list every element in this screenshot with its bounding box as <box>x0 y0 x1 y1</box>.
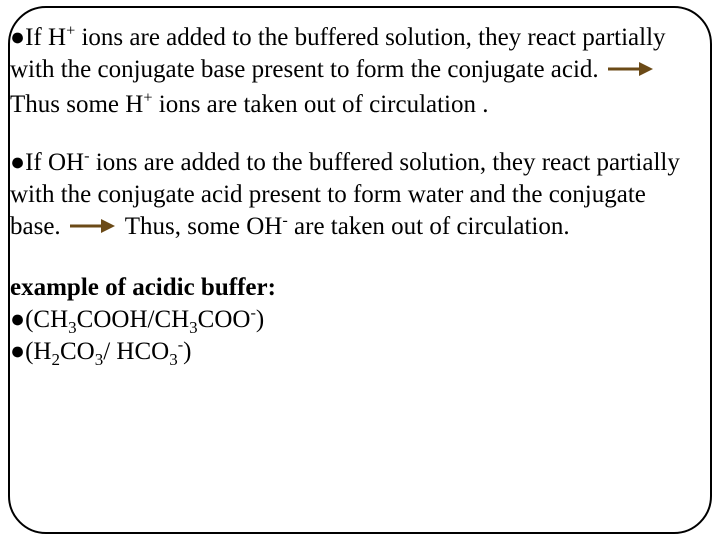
text: ) <box>256 306 264 333</box>
text: ●If OH <box>10 149 84 176</box>
subscript: 3 <box>95 350 104 369</box>
arrow-icon <box>69 211 115 243</box>
text: CO <box>60 338 95 365</box>
subscript: 3 <box>68 318 77 337</box>
subscript: 3 <box>189 318 198 337</box>
text: Thus, some OH <box>119 213 282 240</box>
paragraph-oh-minus: ●If OH- ions are added to the buffered s… <box>10 147 698 246</box>
subscript: 3 <box>169 350 178 369</box>
text: ●(CH <box>10 306 68 333</box>
text: ●(H <box>10 338 51 365</box>
subscript: 2 <box>51 350 60 369</box>
text: / HCO <box>103 338 169 365</box>
text: are taken out of circulation. <box>288 213 570 240</box>
slide-frame: ●If H+ ions are added to the buffered so… <box>8 6 712 534</box>
slide-content: ●If H+ ions are added to the buffered so… <box>10 22 698 368</box>
text: ions are added to the buffered solution,… <box>10 24 666 83</box>
text: Thus some H <box>10 91 143 118</box>
arrow-icon <box>607 54 653 86</box>
text: COO <box>198 306 251 333</box>
superscript-plus: + <box>66 22 75 40</box>
paragraph-h-plus: ●If H+ ions are added to the buffered so… <box>10 22 698 121</box>
text: ) <box>183 338 191 365</box>
text: COOH/CH <box>77 306 190 333</box>
example-title: example of acidic buffer: <box>10 272 698 304</box>
text: ions are taken out of circulation . <box>153 91 489 118</box>
example-block: example of acidic buffer: ●(CH3COOH/CH3C… <box>10 272 698 368</box>
superscript-plus: + <box>143 89 152 107</box>
text: ●If H <box>10 24 66 51</box>
example-line-1: ●(CH3COOH/CH3COO-) <box>10 304 698 336</box>
example-line-2: ●(H2CO3/ HCO3-) <box>10 336 698 368</box>
